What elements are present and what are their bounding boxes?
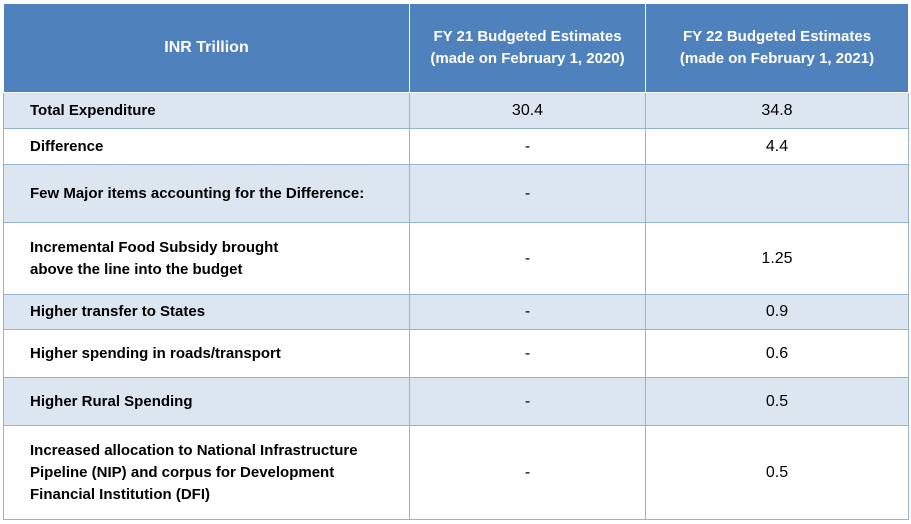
row-label: Difference xyxy=(3,128,410,165)
header-fy21-date: (made on February 1, 2020) xyxy=(430,50,625,67)
row-label: Total Expenditure xyxy=(3,92,410,129)
table-row: Incremental Food Subsidy brought above t… xyxy=(3,222,909,295)
header-unit: INR Trillion xyxy=(3,3,410,93)
row-label: Higher Rural Spending xyxy=(3,377,410,426)
table-row: Increased allocation to National Infrast… xyxy=(3,425,909,520)
fy22-value: 0.6 xyxy=(645,329,909,378)
row-label: Incremental Food Subsidy brought above t… xyxy=(3,222,410,295)
fy21-value: - xyxy=(409,329,646,378)
table-row: Total Expenditure 30.4 34.8 xyxy=(3,92,909,129)
header-fy22: FY 22 Budgeted Estimates (made on Februa… xyxy=(645,3,909,93)
table-row: Difference - 4.4 xyxy=(3,128,909,165)
row-label-line: Incremental Food Subsidy brought xyxy=(30,238,279,256)
budget-table: INR Trillion FY 21 Budgeted Estimates (m… xyxy=(3,3,909,520)
fy22-value: 4.4 xyxy=(645,128,909,165)
row-label-line: Pipeline (NIP) and corpus for Developmen… xyxy=(30,463,335,481)
row-label: Higher spending in roads/transport xyxy=(3,329,410,378)
fy21-value: - xyxy=(409,164,646,223)
row-label: Increased allocation to National Infrast… xyxy=(3,425,410,520)
fy22-value: 34.8 xyxy=(645,92,909,129)
header-fy22-title: FY 22 Budgeted Estimates xyxy=(682,28,872,45)
fy21-value: 30.4 xyxy=(409,92,646,129)
row-label-line: Increased allocation to National Infrast… xyxy=(30,441,358,459)
fy21-value: - xyxy=(409,222,646,295)
fy22-value: 0.5 xyxy=(645,377,909,426)
row-label: Higher transfer to States xyxy=(3,294,410,330)
table-row: Higher Rural Spending - 0.5 xyxy=(3,377,909,426)
header-fy21: FY 21 Budgeted Estimates (made on Februa… xyxy=(409,3,646,93)
fy22-value xyxy=(645,164,909,223)
row-label-line: Financial Institution (DFI) xyxy=(30,485,210,503)
fy22-value: 1.25 xyxy=(645,222,909,295)
fy22-value: 0.5 xyxy=(645,425,909,520)
fy22-value: 0.9 xyxy=(645,294,909,330)
header-row: INR Trillion FY 21 Budgeted Estimates (m… xyxy=(3,3,909,93)
fy21-value: - xyxy=(409,128,646,165)
row-label-line: above the line into the budget xyxy=(30,260,243,278)
table-row: Higher transfer to States - 0.9 xyxy=(3,294,909,330)
header-fy21-title: FY 21 Budgeted Estimates xyxy=(433,28,622,45)
row-label: Few Major items accounting for the Diffe… xyxy=(3,164,410,223)
header-fy22-date: (made on February 1, 2021) xyxy=(679,50,875,67)
table-row: Higher spending in roads/transport - 0.6 xyxy=(3,329,909,378)
table-row: Few Major items accounting for the Diffe… xyxy=(3,164,909,223)
fy21-value: - xyxy=(409,294,646,330)
fy21-value: - xyxy=(409,377,646,426)
fy21-value: - xyxy=(409,425,646,520)
